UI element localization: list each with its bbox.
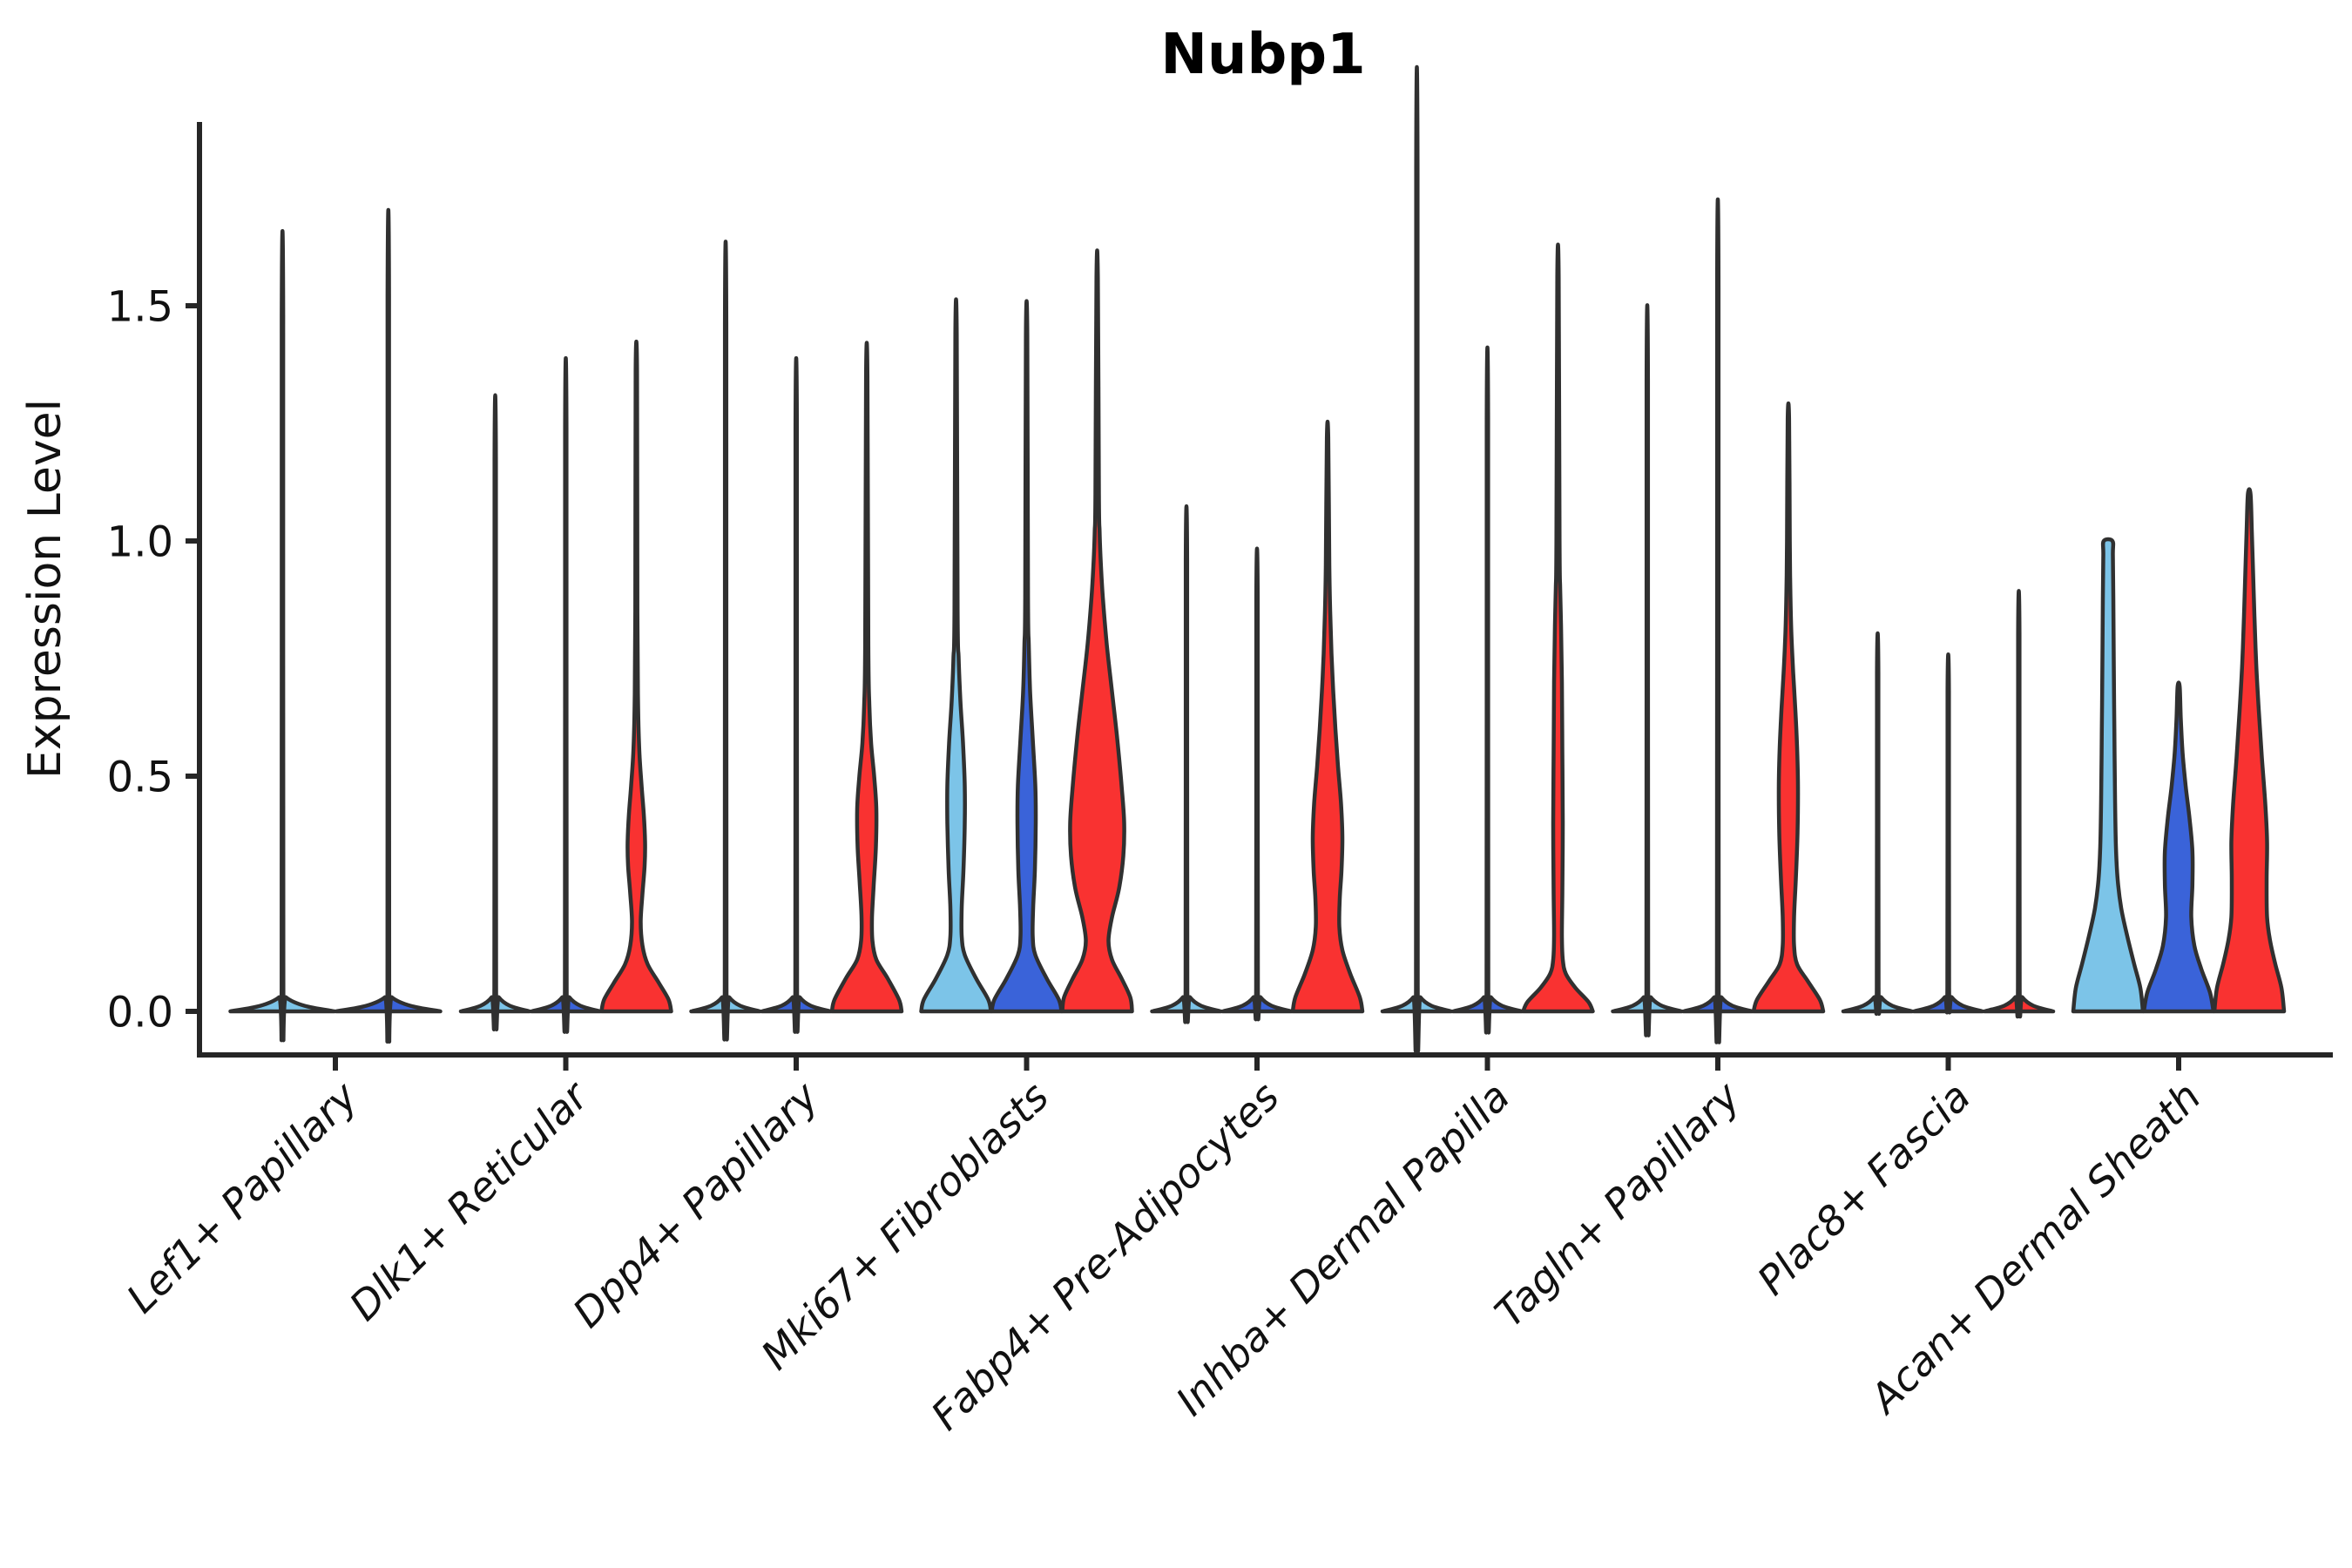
violin-1-split1 [228,229,337,1043]
violin-7-split3 [1751,401,1826,1014]
x-tick-label: Tagln+ Papillary [1485,1072,1749,1336]
violin-8-split2 [1911,652,1985,1015]
violin-9-split3 [2212,487,2287,1014]
y-tick-label: 0.5 [107,753,173,801]
violin-5-split1 [1150,504,1223,1024]
x-tick-label: Dlk1+ Reticular [341,1071,599,1329]
chart-title: Nubp1 [1160,23,1366,87]
violin-3-split1 [689,240,762,1042]
violin-2-split2 [529,356,603,1034]
violin-7-split2 [1681,197,1754,1044]
violin-2-split1 [458,393,532,1031]
violin-4-split3 [1060,248,1134,1014]
x-tick-label: Plac8+ Fascia [1748,1073,1979,1304]
x-tick-label: Lef1+ Papillary [118,1072,367,1321]
violin-3-split3 [829,341,904,1014]
violin-6-split3 [1521,242,1595,1014]
violin-6-split1 [1380,64,1454,1053]
violin-7-split1 [1611,303,1684,1037]
violin-2-split3 [599,339,673,1014]
violin-9-split2 [2141,680,2216,1014]
violin-4-split2 [990,299,1064,1014]
y-tick-label: 1.5 [107,282,173,331]
violin-1-split2 [334,208,443,1044]
violin-5-split2 [1220,546,1294,1022]
violin-9-split1 [2071,537,2146,1014]
violin-8-split3 [1982,589,2056,1019]
violin-8-split1 [1841,631,1915,1016]
y-tick-label: 1.0 [107,517,173,566]
y-tick-label: 0.0 [107,988,173,1037]
violin-5-split3 [1290,419,1365,1014]
violin-3-split2 [760,356,833,1034]
violin-4-split1 [919,297,993,1014]
x-tick-label: Dpp4+ Papillary [564,1072,828,1336]
violin-6-split2 [1450,346,1524,1035]
